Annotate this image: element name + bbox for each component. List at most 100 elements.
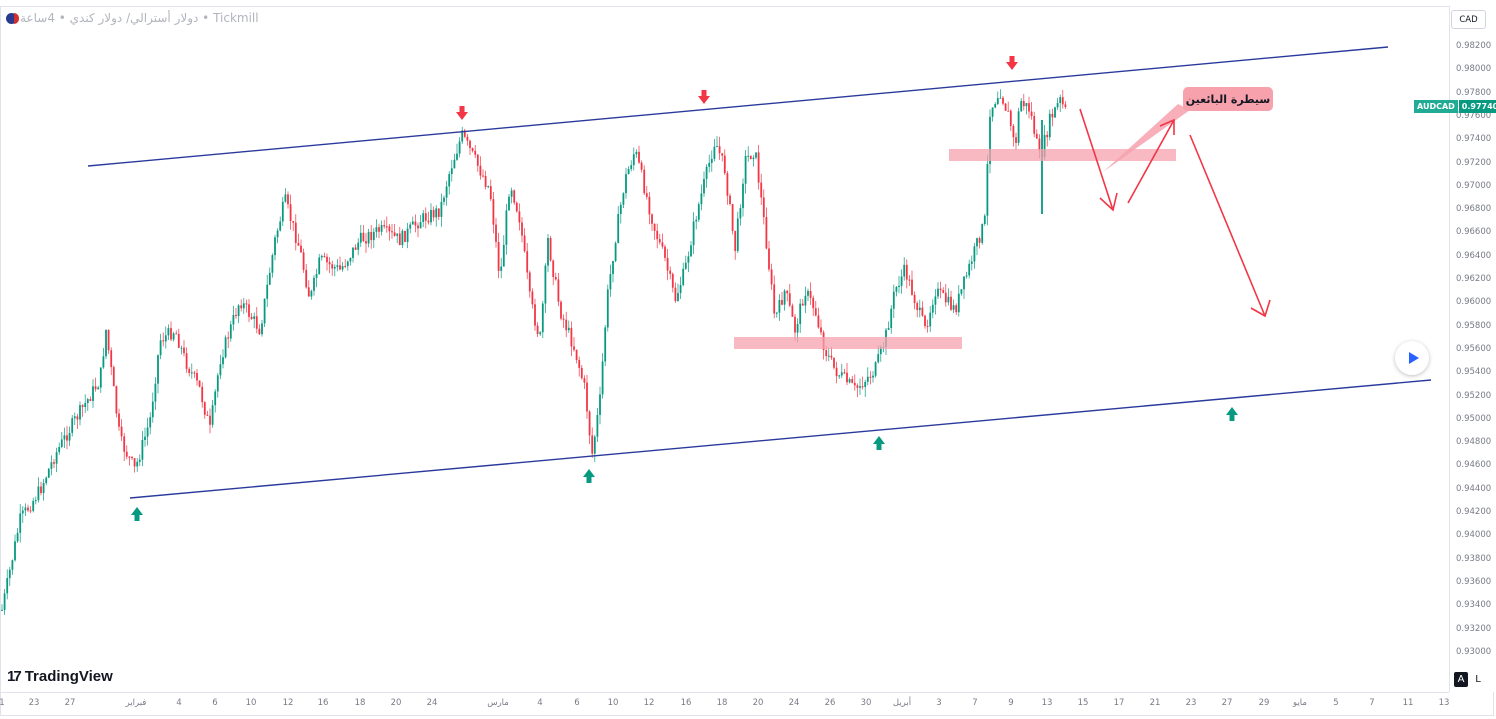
candle-body — [404, 230, 406, 242]
candle-body — [619, 204, 622, 215]
chart-canvas[interactable] — [0, 0, 1449, 692]
candle-body — [445, 186, 448, 198]
log-scale-button[interactable]: L — [1471, 672, 1485, 687]
candle-body — [237, 305, 240, 317]
price-tick: 0.95800 — [1456, 320, 1492, 331]
candle-body — [471, 148, 474, 151]
candle-body — [991, 107, 994, 117]
candle-body — [300, 245, 302, 253]
candle-body — [466, 136, 469, 141]
candle-body — [942, 290, 945, 293]
time-tick: 15 — [1077, 698, 1089, 708]
price-tick: 0.98000 — [1456, 64, 1492, 75]
candle-body — [786, 290, 789, 294]
candle-body — [401, 230, 404, 246]
candle-body — [635, 151, 638, 155]
candle-body — [73, 416, 76, 419]
candle-body — [359, 232, 362, 243]
candle-body — [887, 328, 890, 330]
candle-body — [567, 327, 570, 331]
price-tick: 0.97200 — [1456, 157, 1492, 168]
candle-body — [773, 284, 776, 314]
candle-body — [674, 287, 677, 301]
candle-body — [354, 247, 357, 250]
price-axis[interactable]: 0.98200 0.98000 0.97800 0.97600 0.97400 0.972… — [1449, 6, 1495, 692]
play-icon[interactable] — [1395, 341, 1429, 375]
candle-body — [346, 261, 349, 267]
candle-body — [110, 350, 113, 368]
time-axis[interactable]: 1 23 27 فبراير 4 6 10 12 16 18 20 24 مارس 4 6 10 12 16 18 2… — [0, 692, 1449, 717]
candle-body — [58, 446, 61, 453]
auto-scale-button[interactable]: A — [1454, 672, 1468, 687]
candle-body — [453, 159, 456, 169]
candle-body — [131, 456, 133, 459]
time-tick: 23 — [1185, 698, 1197, 708]
price-tick: 0.93000 — [1456, 646, 1492, 657]
chart-frame[interactable] — [0, 6, 1494, 716]
candle-body — [320, 255, 323, 258]
candle-body — [963, 276, 965, 290]
candle-body — [612, 261, 614, 275]
candle-body — [586, 382, 588, 412]
candle-body — [281, 201, 284, 222]
candle-body — [721, 153, 724, 156]
candle-body — [700, 193, 703, 205]
candle-body — [461, 130, 464, 142]
candle-body — [115, 386, 118, 414]
candle-body — [671, 273, 674, 288]
candle-body — [801, 303, 804, 306]
candle-body — [679, 284, 682, 294]
candle-body — [632, 154, 635, 166]
symbol-legend[interactable]: دولار أسترالي/ دولار كندي • 4ساعة • Tick… — [6, 11, 259, 25]
candle-body — [939, 288, 942, 291]
candle-body — [216, 375, 219, 392]
candle-body — [866, 376, 869, 382]
candle-body — [682, 268, 685, 285]
candle-body — [307, 287, 310, 297]
candle-body — [892, 291, 895, 309]
candle-body — [762, 197, 765, 218]
candle-body — [385, 226, 388, 228]
candle-body — [177, 333, 180, 348]
candle-body — [417, 225, 419, 229]
candle-body — [692, 221, 695, 246]
candle-body — [996, 98, 999, 105]
time-tick: 7 — [1369, 698, 1375, 708]
candle-body — [60, 439, 63, 447]
candle-body — [500, 266, 503, 271]
price-tick: 0.94200 — [1456, 507, 1492, 517]
candle-body — [266, 284, 269, 299]
candle-body — [1015, 137, 1017, 143]
note-pointer — [1103, 104, 1190, 172]
candle-body — [253, 316, 256, 319]
candle-body — [159, 340, 162, 356]
candle-body — [710, 158, 713, 163]
candle-body — [736, 218, 739, 251]
candle-body — [370, 231, 373, 241]
candle-body — [409, 224, 412, 229]
price-tick: 0.95200 — [1456, 390, 1492, 401]
candle-body — [185, 353, 188, 369]
candle-body — [476, 154, 479, 166]
candle-body — [510, 190, 513, 197]
lower-channel-line — [129, 379, 1432, 499]
price-tick: 0.94400 — [1456, 483, 1492, 494]
time-tick: 10 — [607, 698, 619, 708]
candle-body — [755, 152, 757, 158]
seller-control-note[interactable]: سيطرة البائعين — [1183, 87, 1273, 111]
candle-body — [874, 362, 877, 376]
candle-body — [89, 399, 92, 401]
candle-body — [814, 308, 817, 316]
candle-body — [1002, 97, 1004, 104]
currency-button[interactable]: CAD — [1451, 10, 1486, 29]
candle-body — [729, 195, 731, 204]
candle-body — [918, 307, 921, 311]
candle-body — [508, 196, 510, 211]
candle-body — [482, 175, 484, 177]
candle-body — [788, 293, 791, 306]
tradingview-logo[interactable]: 17 TradingView — [7, 668, 113, 685]
logo-text: TradingView — [24, 668, 113, 685]
time-tick: مارس — [487, 698, 509, 708]
time-tick: 21 — [1149, 698, 1161, 708]
up-markers — [131, 407, 1238, 521]
